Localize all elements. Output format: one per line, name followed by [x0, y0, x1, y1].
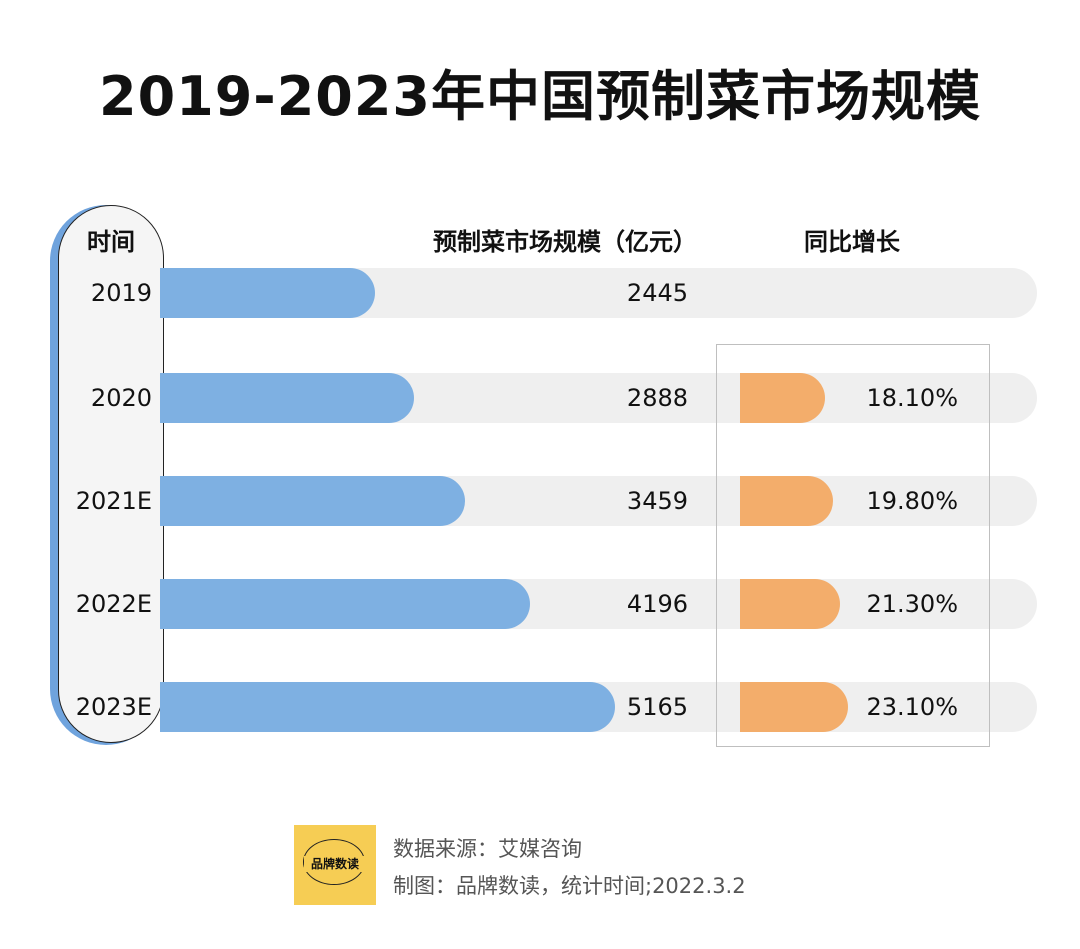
market-size-bar [160, 373, 414, 423]
market-size-bar [160, 476, 465, 526]
year-label: 2019 [90, 279, 152, 307]
market-size-value-label: 5165 [626, 693, 688, 721]
market-size-value-label: 4196 [626, 590, 688, 618]
growth-bar [740, 682, 848, 732]
market-size-bar [160, 268, 375, 318]
growth-value-label: 21.30% [866, 590, 958, 618]
growth-value-label: 23.10% [866, 693, 958, 721]
header-time: 时间 [87, 228, 135, 256]
brand-logo: 品牌数读 [294, 825, 376, 905]
data-source: 数据来源：艾媒咨询 [393, 837, 582, 861]
growth-bar [740, 373, 825, 423]
growth-bar [740, 579, 840, 629]
market-size-value-label: 2445 [626, 279, 688, 307]
growth-value-label: 19.80% [866, 487, 958, 515]
market-size-value-label: 3459 [626, 487, 688, 515]
year-label: 2023E [75, 693, 152, 721]
market-size-bar [160, 579, 530, 629]
year-label: 2020 [90, 384, 152, 412]
chart-title: 2019-2023年中国预制菜市场规模 [99, 65, 981, 128]
header-growth: 同比增长 [804, 228, 900, 256]
chart-credit: 制图：品牌数读，统计时间;2022.3.2 [393, 874, 746, 898]
year-label: 2021E [75, 487, 152, 515]
market-size-bar [160, 682, 615, 732]
year-label: 2022E [75, 590, 152, 618]
growth-bar [740, 476, 833, 526]
logo-text: 品牌数读 [304, 856, 366, 872]
market-size-value-label: 2888 [626, 384, 688, 412]
growth-frame [716, 344, 990, 747]
growth-value-label: 18.10% [866, 384, 958, 412]
header-market-size: 预制菜市场规模（亿元） [433, 228, 697, 256]
year-column-pill [58, 205, 164, 743]
